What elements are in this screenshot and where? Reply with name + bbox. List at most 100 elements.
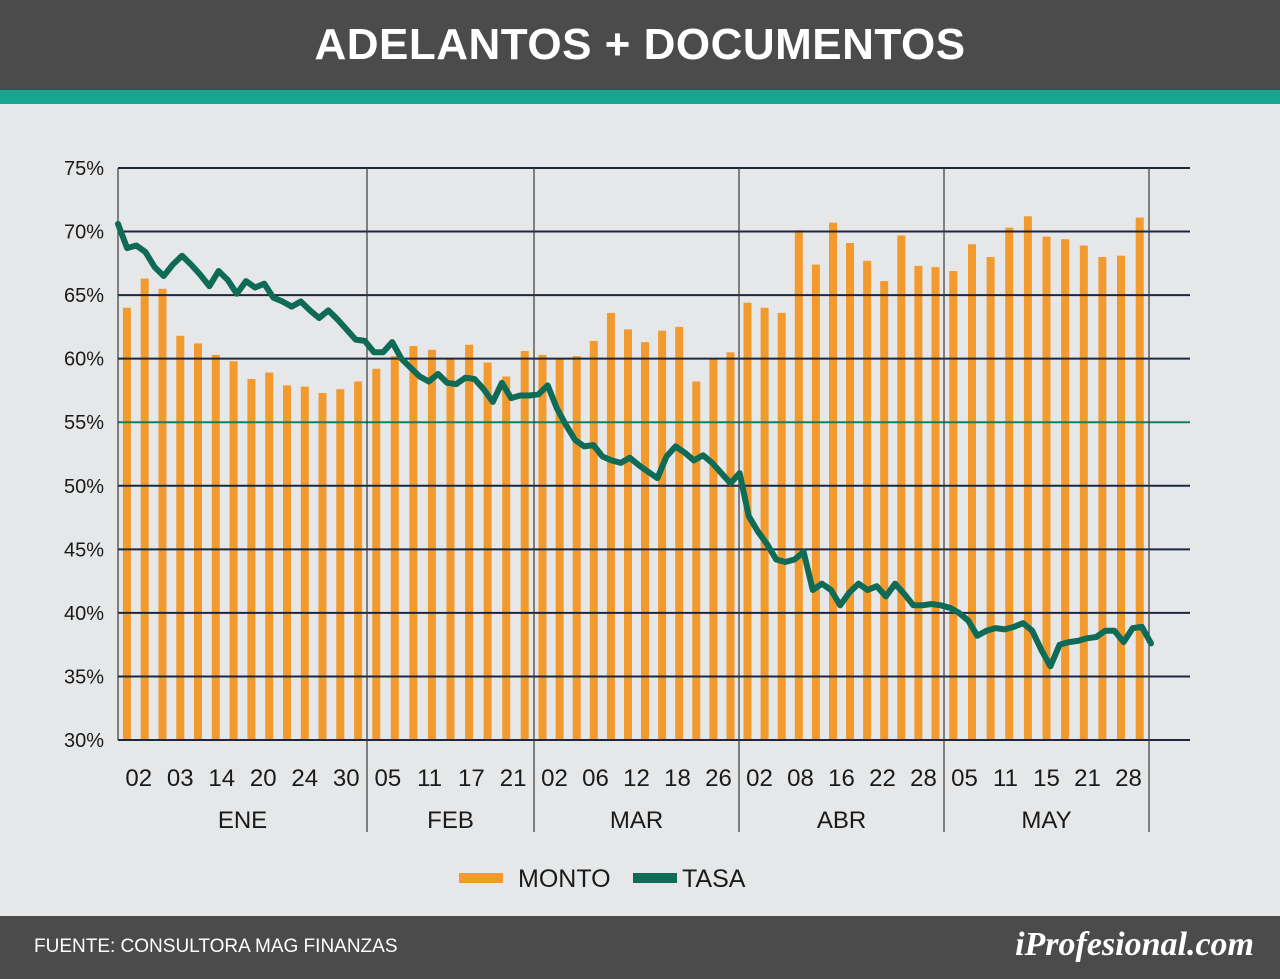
- monto-bar: [589, 340, 598, 740]
- monto-bar: [336, 389, 345, 740]
- monto-bar: [829, 222, 837, 740]
- y-tick-label: 45%: [64, 539, 104, 561]
- x-tick-label: 14: [208, 765, 235, 792]
- month-label: MAR: [610, 807, 663, 834]
- legend-swatch-tasa: [633, 873, 677, 883]
- monto-bar: [743, 302, 752, 740]
- source-text: FUENTE: CONSULTORA MAG FINANZAS: [34, 936, 398, 957]
- x-tick-label: 03: [167, 765, 194, 792]
- accent-stripe: [0, 90, 1280, 104]
- monto-bar: [122, 307, 131, 740]
- monto-bar: [968, 244, 976, 741]
- x-tick-label: 28: [1115, 765, 1142, 792]
- x-tick-label: 17: [458, 765, 485, 792]
- monto-bar: [265, 372, 274, 740]
- y-tick-label: 40%: [64, 603, 104, 625]
- legend-swatch-monto: [459, 873, 503, 883]
- x-tick-label: 16: [828, 765, 855, 792]
- brand-logo: iProfesional.com: [1015, 926, 1254, 963]
- x-tick-label: 26: [705, 765, 732, 792]
- monto-bar: [863, 260, 872, 740]
- monto-bar: [247, 379, 256, 740]
- x-tick-label: 02: [125, 765, 152, 792]
- month-label: MAY: [1021, 807, 1071, 834]
- x-tick-label: 24: [291, 765, 318, 792]
- y-tick-label: 55%: [64, 412, 104, 434]
- monto-bar: [726, 352, 735, 740]
- y-tick-label: 50%: [64, 476, 104, 498]
- monto-bar: [606, 312, 615, 740]
- monto-bar: [538, 354, 547, 740]
- x-tick-label: 02: [746, 765, 773, 792]
- y-tick-label: 75%: [64, 158, 104, 180]
- y-tick-label: 60%: [64, 349, 104, 371]
- monto-bar: [675, 326, 684, 740]
- monto-bar: [641, 342, 649, 740]
- monto-bar: [520, 351, 529, 740]
- monto-bar: [390, 356, 399, 740]
- x-tick-label: 11: [417, 765, 442, 792]
- monto-bar: [811, 264, 820, 740]
- chart-svg: 30% 35% 40% 45% 50% 55% 60% 65% 70% 75% 02 03 14 20 24…: [64, 158, 1190, 893]
- chart-area: 30% 35% 40% 45% 50% 55% 60% 65% 70% 75% 02 03 14 20 24…: [0, 104, 1280, 916]
- x-tick-label: 22: [869, 765, 896, 792]
- tasa-line: [115, 220, 1154, 670]
- footer: FUENTE: CONSULTORA MAG FINANZAS iProfesi…: [0, 916, 1280, 979]
- monto-bar: [158, 288, 167, 740]
- monto-bar: [318, 393, 327, 740]
- x-tick-label: 02: [541, 765, 568, 792]
- monto-bar: [502, 376, 511, 740]
- monto-bar: [692, 381, 701, 740]
- monto-bar: [846, 243, 854, 740]
- legend-label-monto: MONTO: [518, 865, 611, 893]
- monto-bar: [1079, 245, 1088, 740]
- monto-bar: [229, 361, 238, 740]
- monto-bar: [880, 281, 889, 740]
- monto-bar: [897, 235, 906, 740]
- x-tick-label: 21: [500, 765, 527, 792]
- x-tick-label: 11: [993, 765, 1018, 792]
- chart-title: ADELANTOS + DOCUMENTOS: [314, 20, 966, 69]
- x-tick-label: 05: [375, 765, 402, 792]
- monto-bar: [1023, 216, 1032, 741]
- x-tick-label: 28: [910, 765, 937, 792]
- monto-bar: [931, 267, 940, 740]
- monto-bar: [777, 312, 786, 740]
- monto-bar: [760, 307, 769, 740]
- monto-bar: [1042, 236, 1051, 740]
- x-tick-label: 30: [333, 765, 360, 792]
- monto-bar: [427, 349, 436, 740]
- monto-bar: [572, 356, 581, 740]
- y-tick-label: 65%: [64, 285, 104, 307]
- monto-bar: [658, 330, 667, 740]
- monto-bar: [914, 265, 923, 740]
- monto-bar: [1098, 257, 1107, 740]
- monto-bar: [372, 368, 381, 740]
- monto-bar: [409, 346, 418, 740]
- month-label: ABR: [817, 807, 866, 834]
- y-tick-label: 30%: [64, 730, 104, 752]
- monto-bar: [283, 385, 291, 740]
- x-tick-label: 08: [787, 765, 814, 792]
- monto-bar: [211, 354, 220, 740]
- monto-bar: [354, 381, 363, 740]
- x-tick-label: 20: [250, 765, 277, 792]
- y-tick-label: 70%: [64, 222, 104, 244]
- month-label: ENE: [218, 807, 267, 834]
- monto-bar: [1117, 255, 1125, 740]
- y-tick-label: 35%: [64, 666, 104, 688]
- x-tick-label: 06: [582, 765, 609, 792]
- month-label: FEB: [427, 807, 474, 834]
- legend-label-tasa: TASA: [682, 865, 746, 893]
- chart-header: ADELANTOS + DOCUMENTOS: [0, 0, 1280, 90]
- x-tick-label: 12: [623, 765, 650, 792]
- monto-bar: [1135, 217, 1144, 741]
- monto-bar: [176, 335, 185, 740]
- x-tick-label: 05: [951, 765, 978, 792]
- monto-bar: [483, 362, 492, 740]
- monto-bar: [1005, 227, 1014, 740]
- x-tick-label: 15: [1033, 765, 1060, 792]
- monto-bar: [949, 271, 958, 740]
- monto-bar: [194, 343, 202, 740]
- monto-bar: [465, 344, 474, 740]
